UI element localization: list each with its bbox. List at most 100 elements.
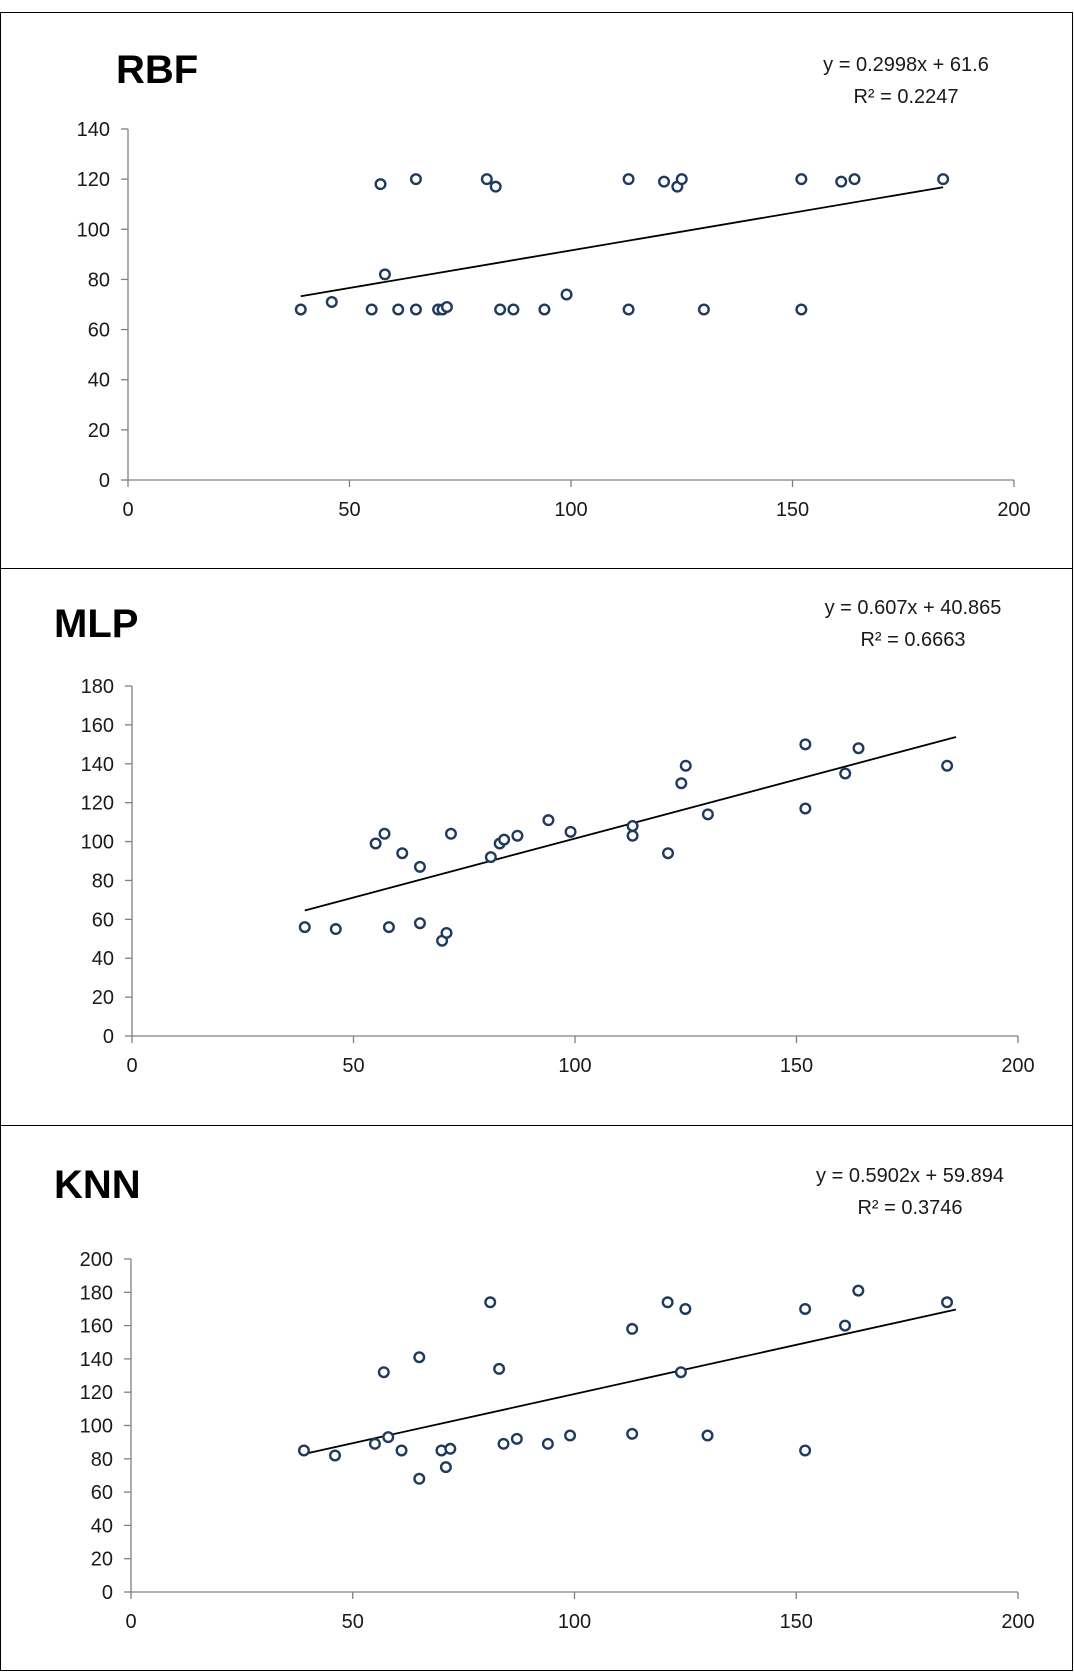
mlp-data-point [542, 814, 555, 827]
knn-data-point [661, 1296, 674, 1309]
mlp-data-point [329, 923, 342, 936]
mlp-data-point [378, 827, 391, 840]
mlp-data-point [440, 926, 453, 939]
knn-y-tick-label: 40 [91, 1515, 113, 1537]
knn-data-point [493, 1362, 506, 1375]
knn-data-point [377, 1366, 390, 1379]
knn-data-point [541, 1437, 554, 1450]
mlp-y-tick-label: 120 [81, 793, 114, 815]
knn-data-point [395, 1444, 408, 1457]
rbf-y-tick-label: 120 [77, 169, 110, 191]
mlp-y-tick-label: 140 [81, 754, 114, 776]
knn-y-tick-label: 80 [91, 1449, 113, 1471]
mlp-x-tick-label: 200 [1001, 1055, 1034, 1077]
mlp-y-tick-label: 0 [103, 1026, 114, 1048]
knn-data-point [484, 1296, 497, 1309]
mlp-y-tick-label: 80 [92, 870, 114, 892]
knn-trendline-equation: y = 0.5902x + 59.894 [816, 1165, 1004, 1187]
knn-data-point [799, 1302, 812, 1315]
rbf-data-point [848, 173, 861, 186]
rbf-data-point [937, 173, 950, 186]
rbf-y-tick-label: 100 [77, 219, 110, 241]
rbf-trendline-equation: y = 0.2998x + 61.6 [823, 54, 989, 76]
knn-data-point [297, 1444, 310, 1457]
rbf-data-point [409, 173, 422, 186]
knn-y-tick-label: 120 [80, 1382, 113, 1404]
mlp-y-tick-label: 40 [92, 948, 114, 970]
knn-data-point [510, 1432, 523, 1445]
rbf-data-point [392, 303, 405, 316]
mlp-x-tick-label: 0 [126, 1055, 137, 1077]
rbf-y-tick-label: 60 [88, 320, 110, 342]
knn-y-tick-label: 0 [102, 1582, 113, 1604]
mlp-data-point [298, 921, 311, 934]
rbf-y-tick-label: 80 [88, 269, 110, 291]
rbf-data-point [795, 303, 808, 316]
mlp-y-tick-label: 100 [81, 832, 114, 854]
mlp-data-point [498, 833, 511, 846]
rbf-data-point [675, 173, 688, 186]
knn-x-tick-label: 100 [558, 1611, 591, 1633]
mlp-data-point [662, 847, 675, 860]
knn-x-tick-label: 0 [125, 1611, 136, 1633]
knn-data-point [444, 1442, 457, 1455]
mlp-data-point [444, 827, 457, 840]
mlp-data-point [413, 860, 426, 873]
rbf-y-tick-label: 20 [88, 420, 110, 442]
mlp-y-tick-label: 60 [92, 909, 114, 931]
knn-data-point [701, 1429, 714, 1442]
knn-x-tick-label: 200 [1001, 1611, 1034, 1633]
knn-data-point [941, 1296, 954, 1309]
mlp-y-tick-label: 20 [92, 987, 114, 1009]
rbf-y-tick-label: 140 [77, 119, 110, 141]
rbf-x-tick-label: 0 [122, 499, 133, 521]
rbf-data-point [489, 180, 502, 193]
knn-y-tick-label: 100 [80, 1416, 113, 1438]
mlp-x-tick-label: 150 [780, 1055, 813, 1077]
rbf-chart-title: RBF [116, 48, 198, 92]
rbf-data-point [622, 303, 635, 316]
rbf-data-point [560, 288, 573, 301]
rbf-data-point [494, 303, 507, 316]
rbf-data-point [480, 173, 493, 186]
rbf-data-point [378, 268, 391, 281]
mlp-y-tick-label: 160 [81, 715, 114, 737]
mlp-data-point [626, 829, 639, 842]
rbf-data-point [658, 175, 671, 188]
rbf-y-tick-label: 0 [99, 470, 110, 492]
rbf-data-point [409, 303, 422, 316]
knn-data-point [852, 1284, 865, 1297]
rbf-data-point [365, 303, 378, 316]
mlp-data-point [839, 767, 852, 780]
rbf-data-point [440, 301, 453, 314]
knn-data-point [413, 1472, 426, 1485]
knn-data-point [382, 1431, 395, 1444]
rbf-data-point [697, 303, 710, 316]
rbf-data-point [294, 303, 307, 316]
knn-y-tick-label: 180 [80, 1282, 113, 1304]
rbf-x-tick-label: 150 [776, 499, 809, 521]
rbf-x-tick-label: 50 [338, 499, 360, 521]
mlp-data-point [382, 921, 395, 934]
rbf-scatter-plot: RBF y = 0.2998x + 61.6 R² = 0.2247 0 20 40 60 8… [77, 48, 1031, 521]
knn-trendline [303, 1308, 957, 1455]
knn-data-point [368, 1437, 381, 1450]
mlp-data-point [679, 759, 692, 772]
knn-data-point [329, 1449, 342, 1462]
mlp-x-tick-label: 50 [342, 1055, 364, 1077]
knn-y-tick-label: 160 [80, 1316, 113, 1338]
rbf-data-point [538, 303, 551, 316]
knn-r-squared-label: R² = 0.3746 [857, 1197, 962, 1219]
mlp-scatter-plot: MLP y = 0.607x + 40.865 R² = 0.6663 0 20 40 60… [54, 597, 1035, 1077]
knn-y-tick-label: 20 [91, 1549, 113, 1571]
rbf-data-point [374, 178, 387, 191]
mlp-chart-panel: MLP y = 0.607x + 40.865 R² = 0.6663 0 20 40 60… [0, 568, 1073, 1126]
knn-y-tick-label: 60 [91, 1482, 113, 1504]
mlp-data-point [675, 777, 688, 790]
mlp-chart-title: MLP [54, 602, 138, 646]
mlp-data-point [941, 759, 954, 772]
knn-data-point [439, 1461, 452, 1474]
knn-y-tick-label: 200 [80, 1249, 113, 1271]
knn-data-point [497, 1437, 510, 1450]
mlp-data-point [701, 808, 714, 821]
